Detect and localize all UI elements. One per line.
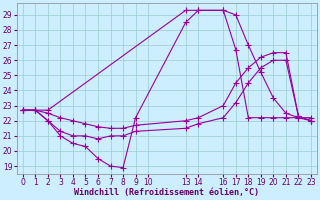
X-axis label: Windchill (Refroidissement éolien,°C): Windchill (Refroidissement éolien,°C) xyxy=(74,188,260,197)
